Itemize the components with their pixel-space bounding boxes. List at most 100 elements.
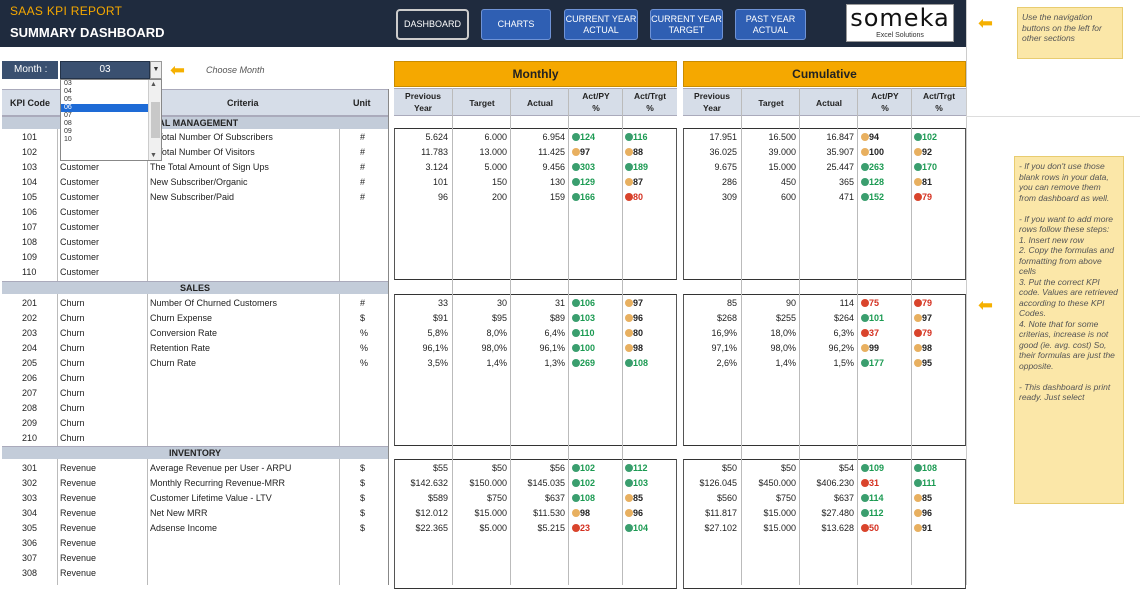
table-row[interactable]: 203 Churn Conversion Rate% [2,326,388,341]
cumulative-row: 9.675 15.000 25.447 263 170 [683,160,966,175]
month-option[interactable]: 10 [64,136,72,143]
month-option[interactable]: 03 [64,80,72,87]
category: Customer [60,207,100,217]
kpi-code: 203 [22,328,38,338]
nav-charts-button[interactable]: CHARTS [481,9,551,40]
table-row[interactable]: 108 Customer [2,235,388,250]
col-act-py: Act/PY% [582,91,610,113]
target-value: $450.000 [758,478,796,488]
scroll-up-icon[interactable]: ▲ [150,81,157,88]
table-row[interactable]: 307 Revenue [2,551,388,566]
table-row[interactable]: 204 Churn Retention Rate% [2,341,388,356]
actual-value: 35.907 [826,147,854,157]
month-option[interactable]: 05 [64,96,72,103]
table-row[interactable]: 208 Churn [2,401,388,416]
previous-value: $560 [716,493,737,503]
act-py-percent: 103 [580,313,596,323]
status-dot-icon [861,509,869,517]
nav-past-year-actual-button[interactable]: PAST YEAR ACTUAL [735,9,806,40]
table-row[interactable]: 107 Customer [2,220,388,235]
table-row[interactable]: 102 e Total Number Of Visitors # [2,145,388,160]
criteria: Conversion Rate [150,328,218,338]
previous-value: 5.624 [425,132,448,142]
top-bar: SAAS KPI REPORT SUMMARY DASHBOARD DASHBO… [0,0,966,47]
monthly-row: 33 30 31 106 97 [394,296,677,311]
table-row[interactable]: 305 Revenue Adsense Income $ [2,521,388,536]
previous-value: 286 [721,177,737,187]
month-option-selected[interactable]: 06 [61,104,149,112]
kpi-code: 108 [22,237,38,247]
table-row[interactable]: 201 Churn Number Of Churned Customers # [2,296,388,311]
table-row[interactable]: 106 Customer [2,205,388,220]
category: Churn [60,433,85,443]
previous-value: $50 [721,463,737,473]
table-row[interactable]: 306 Revenue [2,536,388,551]
table-row[interactable]: 308 Revenue [2,566,388,581]
table-row[interactable]: 304 Revenue Net New MRR $ [2,506,388,521]
act-trgt-percent: 96 [633,313,644,323]
previous-value: $55 [432,463,448,473]
actual-value: 11.425 [538,147,565,157]
act-py-percent: 100 [580,343,596,353]
month-select[interactable]: 03 [60,61,150,79]
target-value: 8,0% [486,328,507,338]
act-trgt-percent: 96 [633,508,644,518]
month-option[interactable]: 07 [64,112,72,119]
table-row[interactable]: 209 Churn [2,416,388,431]
table-row[interactable]: 210 Churn [2,431,388,446]
previous-value: 5,8% [427,328,448,338]
status-dot-icon [914,479,922,487]
act-trgt-percent: 91 [922,523,933,533]
nav-current-year-target-button[interactable]: CURRENT YEAR TARGET [650,9,723,40]
status-dot-icon [572,479,580,487]
table-row[interactable]: 303 Revenue Customer Lifetime Value - LTV $ [2,491,388,506]
act-py-percent: 101 [869,313,885,323]
status-dot-icon [861,524,869,532]
act-py-percent: 263 [869,162,885,172]
status-dot-icon [572,133,580,141]
monthly-row: 11.783 13.000 11.425 97 88 [394,145,677,160]
table-row[interactable]: 105 Customer New Subscriber/Paid # [2,190,388,205]
table-row[interactable]: 206 Churn [2,371,388,386]
column-divider [857,88,858,585]
table-row[interactable]: 103 Customer The Total Amount of Sign Ups # [2,160,388,175]
unit: % [360,358,369,368]
table-row[interactable]: 202 Churn Churn Expense $ [2,311,388,326]
table-row[interactable]: 207 Churn [2,386,388,401]
nav-dashboard-button[interactable]: DASHBOARD [396,9,469,40]
table-row[interactable]: 301 Revenue Average Revenue per User - ARP… [2,461,388,476]
target-value: 30 [496,298,507,308]
column-divider [911,88,912,585]
table-row[interactable]: 104 Customer New Subscriber/Organic # [2,175,388,190]
table-row[interactable]: 302 Revenue Monthly Recurring Revenue-MRR $ [2,476,388,491]
category: Customer [60,177,100,187]
previous-value: 101 [432,177,448,187]
cumulative-row: 286 450 365 128 81 [683,175,966,190]
unit: % [360,343,369,353]
someka-logo[interactable]: someka Excel Solutions [846,4,954,42]
table-row[interactable]: 205 Churn Churn Rate% [2,356,388,371]
status-dot-icon [914,133,922,141]
act-trgt-percent: 87 [633,177,644,187]
dropdown-scrollbar[interactable]: ▲ ▼ [148,80,161,160]
table-row[interactable]: 109 Customer [2,250,388,265]
month-option[interactable]: 09 [64,128,72,135]
status-dot-icon [914,148,922,156]
target-value: 98,0% [770,343,796,353]
target-value: 5.000 [484,162,507,172]
table-row[interactable]: 110 Customer [2,265,388,280]
month-dropdown-list[interactable]: 03 04 05 06 07 08 09 10 ▲ ▼ [60,79,162,161]
scrollbar-thumb[interactable] [151,102,160,138]
chevron-down-icon[interactable]: ▼ [150,61,162,79]
status-dot-icon [914,193,922,201]
target-value: $750 [486,493,507,503]
status-dot-icon [572,163,580,171]
monthly-row: 3.124 5.000 9.456 303 189 [394,160,677,175]
scroll-down-icon[interactable]: ▼ [150,152,157,159]
month-option[interactable]: 08 [64,120,72,127]
kpi-code: 307 [22,553,38,563]
col-act-trgt: Act/Trgt% [633,91,667,113]
nav-current-year-actual-button[interactable]: CURRENT YEAR ACTUAL [564,9,638,40]
table-row[interactable]: 101 e Total Number Of Subscribers # [2,130,388,145]
month-option[interactable]: 04 [64,88,72,95]
